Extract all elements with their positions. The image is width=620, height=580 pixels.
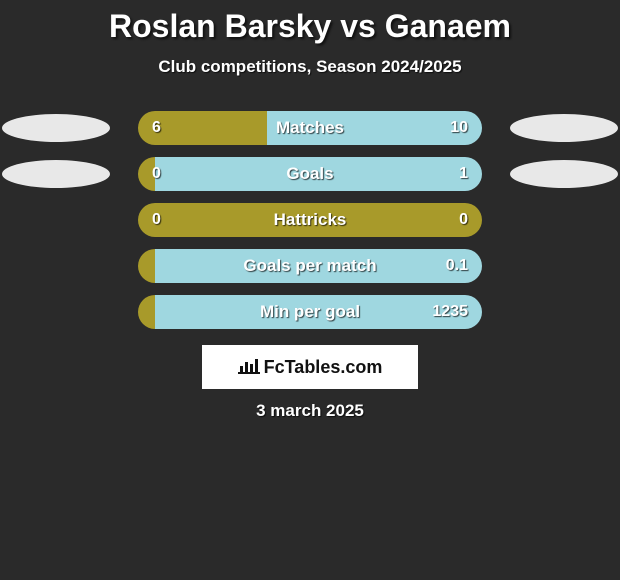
- brand-label: FcTables.com: [264, 357, 383, 378]
- oval-spacer: [2, 252, 110, 280]
- page-title: Roslan Barsky vs Ganaem: [0, 8, 620, 45]
- stat-value-right: 0.1: [446, 257, 468, 275]
- stat-label: Goals: [286, 164, 333, 184]
- stat-label: Min per goal: [260, 302, 360, 322]
- comparison-widget: Roslan Barsky vs Ganaem Club competition…: [0, 0, 620, 421]
- stat-value-right: 1: [459, 165, 468, 183]
- oval-spacer: [510, 298, 618, 326]
- stat-row: 0 Hattricks 0: [0, 203, 620, 237]
- page-subtitle: Club competitions, Season 2024/2025: [0, 57, 620, 77]
- stat-value-left: 6: [152, 119, 161, 137]
- bar-segment-left: [138, 295, 155, 329]
- stat-row: 6 Matches 10: [0, 111, 620, 145]
- date-label: 3 march 2025: [0, 401, 620, 421]
- stat-bar: 0 Goals 1: [138, 157, 482, 191]
- stat-label: Hattricks: [274, 210, 347, 230]
- team-oval-right: [510, 114, 618, 142]
- oval-spacer: [2, 206, 110, 234]
- stat-label: Matches: [276, 118, 344, 138]
- team-oval-right: [510, 160, 618, 188]
- stat-value-right: 1235: [432, 303, 468, 321]
- stat-value-right: 0: [459, 211, 468, 229]
- team-oval-left: [2, 114, 110, 142]
- brand-badge[interactable]: FcTables.com: [202, 345, 418, 389]
- stat-row: Goals per match 0.1: [0, 249, 620, 283]
- stat-value-right: 10: [450, 119, 468, 137]
- stat-bar: Goals per match 0.1: [138, 249, 482, 283]
- stat-value-left: 0: [152, 211, 161, 229]
- stat-row: 0 Goals 1: [0, 157, 620, 191]
- stat-label: Goals per match: [243, 256, 376, 276]
- stat-row: Min per goal 1235: [0, 295, 620, 329]
- oval-spacer: [510, 252, 618, 280]
- stat-bar: 0 Hattricks 0: [138, 203, 482, 237]
- stat-bar: Min per goal 1235: [138, 295, 482, 329]
- bar-segment-left: [138, 249, 155, 283]
- chart-icon: [238, 356, 260, 379]
- oval-spacer: [2, 298, 110, 326]
- stat-bar: 6 Matches 10: [138, 111, 482, 145]
- stat-value-left: 0: [152, 165, 161, 183]
- team-oval-left: [2, 160, 110, 188]
- stats-list: 6Matches100Goals10Hattricks0Goals per ma…: [0, 111, 620, 329]
- oval-spacer: [510, 206, 618, 234]
